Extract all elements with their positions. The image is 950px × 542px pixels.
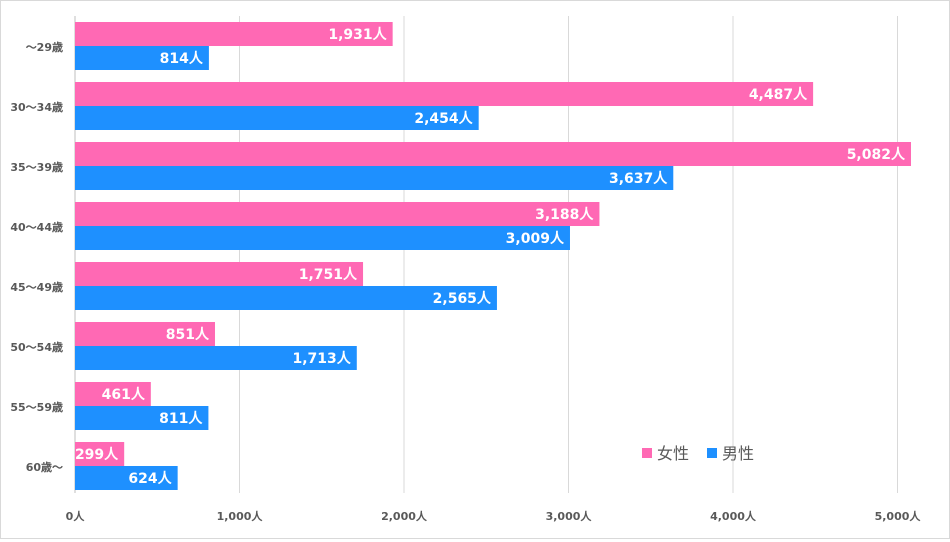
category-label: 55～59歳: [10, 400, 63, 414]
female-data-label: 461人: [102, 386, 146, 403]
male-data-label: 3,009人: [506, 230, 565, 247]
bars: [75, 22, 911, 490]
category-label: 35～39歳: [10, 160, 63, 174]
female-bar: [75, 82, 814, 106]
female-data-label: 299人: [75, 446, 119, 463]
x-tick-label: 5,000人: [875, 509, 922, 523]
category-label: 30～34歳: [10, 100, 63, 114]
male-bar: [75, 46, 209, 70]
category-label: 40～44歳: [10, 220, 63, 234]
legend: 女性 男性: [642, 444, 754, 463]
female-bar: [75, 22, 393, 46]
male-data-label: 3,637人: [609, 170, 668, 187]
legend-label-male: 男性: [722, 444, 754, 463]
male-data-label: 624人: [128, 470, 172, 487]
male-bar: [75, 466, 178, 490]
female-bar: [75, 382, 151, 406]
category-label: 60歳～: [26, 460, 63, 474]
legend-swatch-female: [642, 448, 652, 458]
category-label: ～29歳: [26, 40, 63, 54]
legend-label-female: 女性: [657, 444, 689, 463]
x-tick-label: 2,000人: [381, 509, 428, 523]
data-labels: 1,931人 814人 4,487人 2,454人 5,082人 3,637人 3,188人…: [75, 26, 906, 487]
female-data-label: 1,931人: [328, 26, 387, 43]
x-tick-label: 4,000人: [710, 509, 757, 523]
x-tick-label: 3,000人: [546, 509, 593, 523]
female-bar: [75, 322, 215, 346]
male-data-label: 2,565人: [433, 290, 492, 307]
male-bar: [75, 106, 479, 130]
male-bar: [75, 166, 674, 190]
female-bar: [75, 262, 364, 286]
male-bar: [75, 346, 357, 370]
female-data-label: 4,487人: [749, 86, 808, 103]
female-data-label: 1,751人: [299, 266, 358, 283]
category-labels: ～29歳 30～34歳 35～39歳 40～44歳 45～49歳 50～54歳 55～59歳…: [10, 40, 63, 474]
male-data-label: 814人: [160, 50, 204, 67]
female-bar: [75, 142, 911, 166]
female-bar: [75, 202, 600, 226]
male-data-label: 811人: [159, 410, 203, 427]
x-tick-labels: 0人 1,000人 2,000人 3,000人 4,000人 5,000人: [66, 509, 922, 523]
x-tick-label: 1,000人: [217, 509, 264, 523]
female-bar: [75, 442, 125, 466]
male-data-label: 1,713人: [292, 350, 351, 367]
male-bar: [75, 406, 209, 430]
female-data-label: 3,188人: [535, 206, 594, 223]
category-label: 50～54歳: [10, 340, 63, 354]
male-bar: [75, 226, 570, 250]
legend-swatch-male: [707, 448, 717, 458]
male-data-label: 2,454人: [414, 110, 473, 127]
x-tick-label: 0人: [66, 509, 86, 523]
female-data-label: 851人: [166, 326, 210, 343]
category-label: 45～49歳: [10, 280, 63, 294]
male-bar: [75, 286, 497, 310]
female-data-label: 5,082人: [847, 146, 906, 163]
